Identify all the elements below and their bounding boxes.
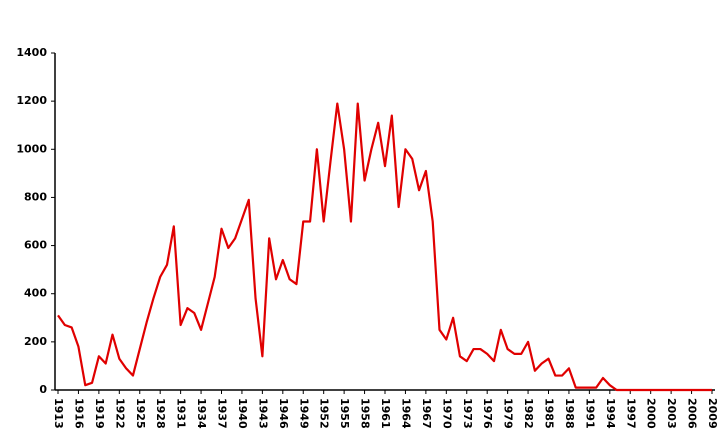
x-tick-label: 1994 — [604, 398, 617, 429]
x-tick-label: 1949 — [297, 398, 310, 429]
y-tick-label: 0 — [39, 383, 47, 396]
x-tick-label: 1934 — [195, 398, 208, 429]
x-tick-label: 1985 — [543, 398, 556, 429]
x-tick-label: 1958 — [359, 398, 372, 429]
x-tick-label: 1970 — [440, 398, 453, 429]
x-tick-label: 1928 — [154, 398, 167, 429]
y-tick-label: 1000 — [16, 142, 47, 155]
x-tick-label: 1961 — [379, 398, 392, 429]
x-tick-label: 1922 — [113, 398, 126, 429]
x-tick-label: 1913 — [52, 398, 65, 429]
x-tick-label: 1937 — [216, 398, 229, 429]
x-tick-label: 1973 — [461, 398, 474, 429]
data-line — [57, 102, 712, 392]
y-tick-label: 200 — [24, 335, 47, 348]
x-tick-label: 1997 — [624, 398, 637, 429]
x-tick-label: 1955 — [338, 398, 351, 429]
y-tick-label: 1400 — [16, 46, 47, 59]
y-tick-label: 1200 — [16, 94, 47, 107]
x-tick-label: 1988 — [563, 398, 576, 429]
x-tick-label: 2000 — [645, 398, 658, 429]
y-tick-label: 600 — [24, 239, 47, 252]
x-tick-label: 1916 — [72, 398, 85, 429]
x-tick-label: 1943 — [256, 398, 269, 429]
x-tick-label: 1979 — [502, 398, 515, 429]
x-tick-label: 1967 — [420, 398, 433, 429]
y-tick-label: 400 — [24, 287, 47, 300]
x-tick-label: 1982 — [522, 398, 535, 429]
x-tick-label: 1952 — [318, 398, 331, 429]
x-tick-label: 2003 — [665, 398, 678, 429]
x-tick-label: 2006 — [686, 398, 699, 429]
x-tick-label: 1919 — [93, 398, 106, 429]
x-tick-label: 1940 — [236, 398, 249, 429]
x-tick-label: 1991 — [583, 398, 596, 429]
y-tick-label: 800 — [24, 190, 47, 203]
x-tick-label: 1925 — [134, 398, 147, 429]
x-tick-label: 1964 — [399, 398, 412, 429]
x-tick-label: 1931 — [175, 398, 188, 429]
x-tick-label: 1976 — [481, 398, 494, 429]
x-tick-label: 1946 — [277, 398, 290, 429]
x-tick-label: 2009 — [706, 398, 719, 429]
